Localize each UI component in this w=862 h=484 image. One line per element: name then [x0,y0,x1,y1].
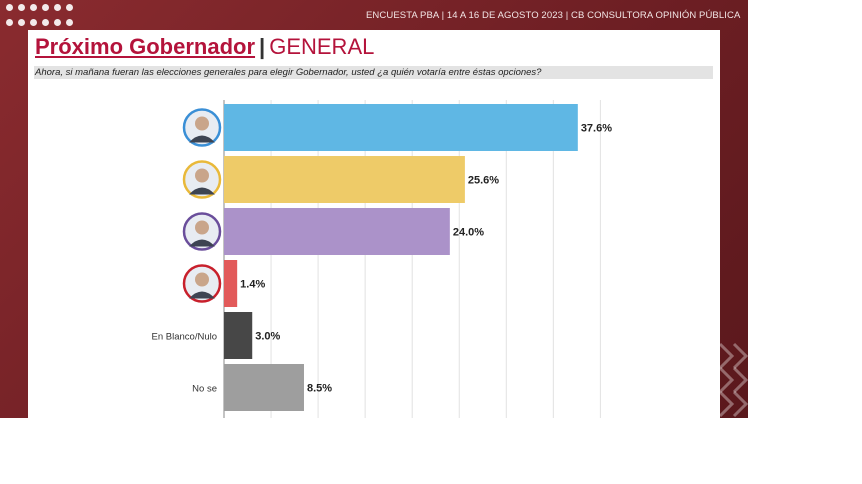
data-label: 3.0% [255,331,280,343]
dot [6,19,13,26]
decorative-dots [6,4,78,26]
dot [42,19,49,26]
candidate-avatar [182,160,222,199]
dot [54,19,61,26]
avatar-body [189,135,215,143]
candidate-avatar [182,264,222,303]
survey-question: Ahora, si mañana fueran las elecciones g… [34,66,713,79]
data-label: 1.4% [240,279,265,291]
avatar-body [189,187,215,195]
avatar-head [195,220,209,235]
avatar-body [189,291,215,299]
bar [224,104,578,151]
category-label: No se [192,384,217,395]
candidate-avatar [182,212,222,251]
bar-chart: 37.6% 25.6% 24.0% 1.4% 3.0% En Blanco/Nulo 8.5… [152,100,612,418]
data-label: 37.6% [581,123,612,135]
slide-frame: ENCUESTA PBA | 14 A 16 DE AGOSTO 2023 | … [0,0,748,418]
avatar-head [195,168,209,183]
category-label: En Blanco/Nulo [152,332,217,343]
bar [224,260,238,307]
bar [224,208,450,255]
dot [18,4,25,11]
dot [30,4,37,11]
title-separator: | [259,34,266,59]
title-main: Próximo Gobernador [35,34,256,59]
avatar-body [189,239,215,247]
dot [66,19,73,26]
page-title: Próximo Gobernador | GENERAL [35,34,374,60]
title-sub: GENERAL [269,34,375,59]
survey-info: ENCUESTA PBA | 14 A 16 DE AGOSTO 2023 | … [366,10,741,21]
dot [42,4,49,11]
data-label: 24.0% [453,227,484,239]
dot [54,4,61,11]
bar [224,312,253,359]
content-panel: Próximo Gobernador | GENERAL Ahora, si mañ… [28,30,720,418]
bar [224,364,304,411]
avatar-head [195,116,209,131]
dot [18,19,25,26]
dot [30,19,37,26]
dot [6,4,13,11]
dot [66,4,73,11]
data-label: 25.6% [468,175,499,187]
bar [224,156,465,203]
avatar-head [195,272,209,287]
data-label: 8.5% [307,383,332,395]
candidate-avatar [182,108,222,147]
